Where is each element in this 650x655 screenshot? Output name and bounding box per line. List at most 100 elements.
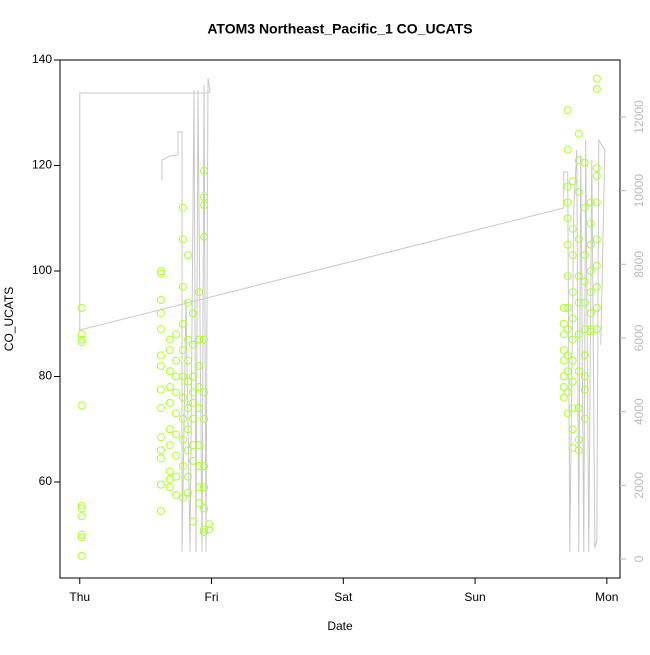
- point: [77, 551, 86, 560]
- point: [178, 393, 187, 402]
- point: [563, 240, 572, 249]
- point: [580, 158, 589, 167]
- point: [586, 219, 595, 228]
- point: [77, 303, 86, 312]
- point: [592, 303, 601, 312]
- point: [156, 269, 165, 278]
- point: [178, 319, 187, 328]
- point: [178, 372, 187, 381]
- x-axis-label: Date: [327, 619, 353, 633]
- point: [165, 398, 174, 407]
- point: [165, 367, 174, 376]
- point: [574, 187, 583, 196]
- point: [200, 193, 209, 202]
- point: [156, 433, 165, 442]
- point: [195, 499, 204, 508]
- point: [205, 520, 214, 529]
- y2-tick-label: 12000: [632, 100, 646, 134]
- point: [580, 351, 589, 360]
- point: [200, 232, 209, 241]
- point: [592, 164, 601, 173]
- point: [563, 272, 572, 281]
- point: [156, 446, 165, 455]
- point: [188, 388, 197, 397]
- point: [183, 377, 192, 386]
- point: [171, 451, 180, 460]
- point: [178, 346, 187, 355]
- point: [568, 404, 577, 413]
- point: [592, 85, 601, 94]
- point: [580, 203, 589, 212]
- point: [559, 356, 568, 365]
- point: [188, 340, 197, 349]
- point: [200, 166, 209, 175]
- point: [171, 372, 180, 381]
- point: [580, 385, 589, 394]
- point: [165, 383, 174, 392]
- point: [188, 398, 197, 407]
- point: [156, 507, 165, 516]
- y-axis-label: CO_UCATS: [2, 287, 16, 351]
- point: [195, 441, 204, 450]
- point: [574, 367, 583, 376]
- point: [156, 361, 165, 370]
- point: [559, 319, 568, 328]
- y-tick-label: 80: [39, 369, 53, 383]
- point: [580, 277, 589, 286]
- point: [165, 483, 174, 492]
- point: [183, 356, 192, 365]
- point: [165, 346, 174, 355]
- point: [592, 261, 601, 270]
- point: [568, 314, 577, 323]
- point: [559, 393, 568, 402]
- chart-title: ATOM3 Northeast_Pacific_1 CO_UCATS: [207, 21, 472, 37]
- point: [568, 356, 577, 365]
- point: [77, 330, 86, 339]
- point: [592, 282, 601, 291]
- point: [171, 430, 180, 439]
- point: [171, 388, 180, 397]
- point: [574, 235, 583, 244]
- plot-frame: [59, 59, 621, 579]
- point: [592, 172, 601, 181]
- point: [156, 309, 165, 318]
- point: [580, 298, 589, 307]
- point: [568, 335, 577, 344]
- point: [195, 404, 204, 413]
- point: [195, 483, 204, 492]
- point: [568, 251, 577, 260]
- y-tick-label: 100: [32, 263, 52, 277]
- point: [156, 404, 165, 413]
- y2-tick-label: 4000: [632, 398, 646, 425]
- point: [559, 372, 568, 381]
- point: [592, 198, 601, 207]
- point: [563, 388, 572, 397]
- point: [178, 493, 187, 502]
- point: [586, 198, 595, 207]
- point: [574, 272, 583, 281]
- point: [568, 377, 577, 386]
- point: [563, 351, 572, 360]
- point: [563, 303, 572, 312]
- point: [200, 483, 209, 492]
- point: [563, 409, 572, 418]
- point: [183, 298, 192, 307]
- point: [183, 335, 192, 344]
- point: [165, 441, 174, 450]
- point: [178, 435, 187, 444]
- point: [171, 330, 180, 339]
- x-tick-label: Thu: [69, 590, 90, 604]
- point: [195, 288, 204, 297]
- point: [77, 533, 86, 542]
- point: [574, 435, 583, 444]
- point: [592, 74, 601, 83]
- point: [200, 462, 209, 471]
- point: [183, 404, 192, 413]
- point: [183, 472, 192, 481]
- x-tick-label: Fri: [205, 590, 219, 604]
- point: [580, 414, 589, 423]
- point: [586, 309, 595, 318]
- point: [77, 335, 86, 344]
- y-tick-label: 140: [32, 52, 52, 66]
